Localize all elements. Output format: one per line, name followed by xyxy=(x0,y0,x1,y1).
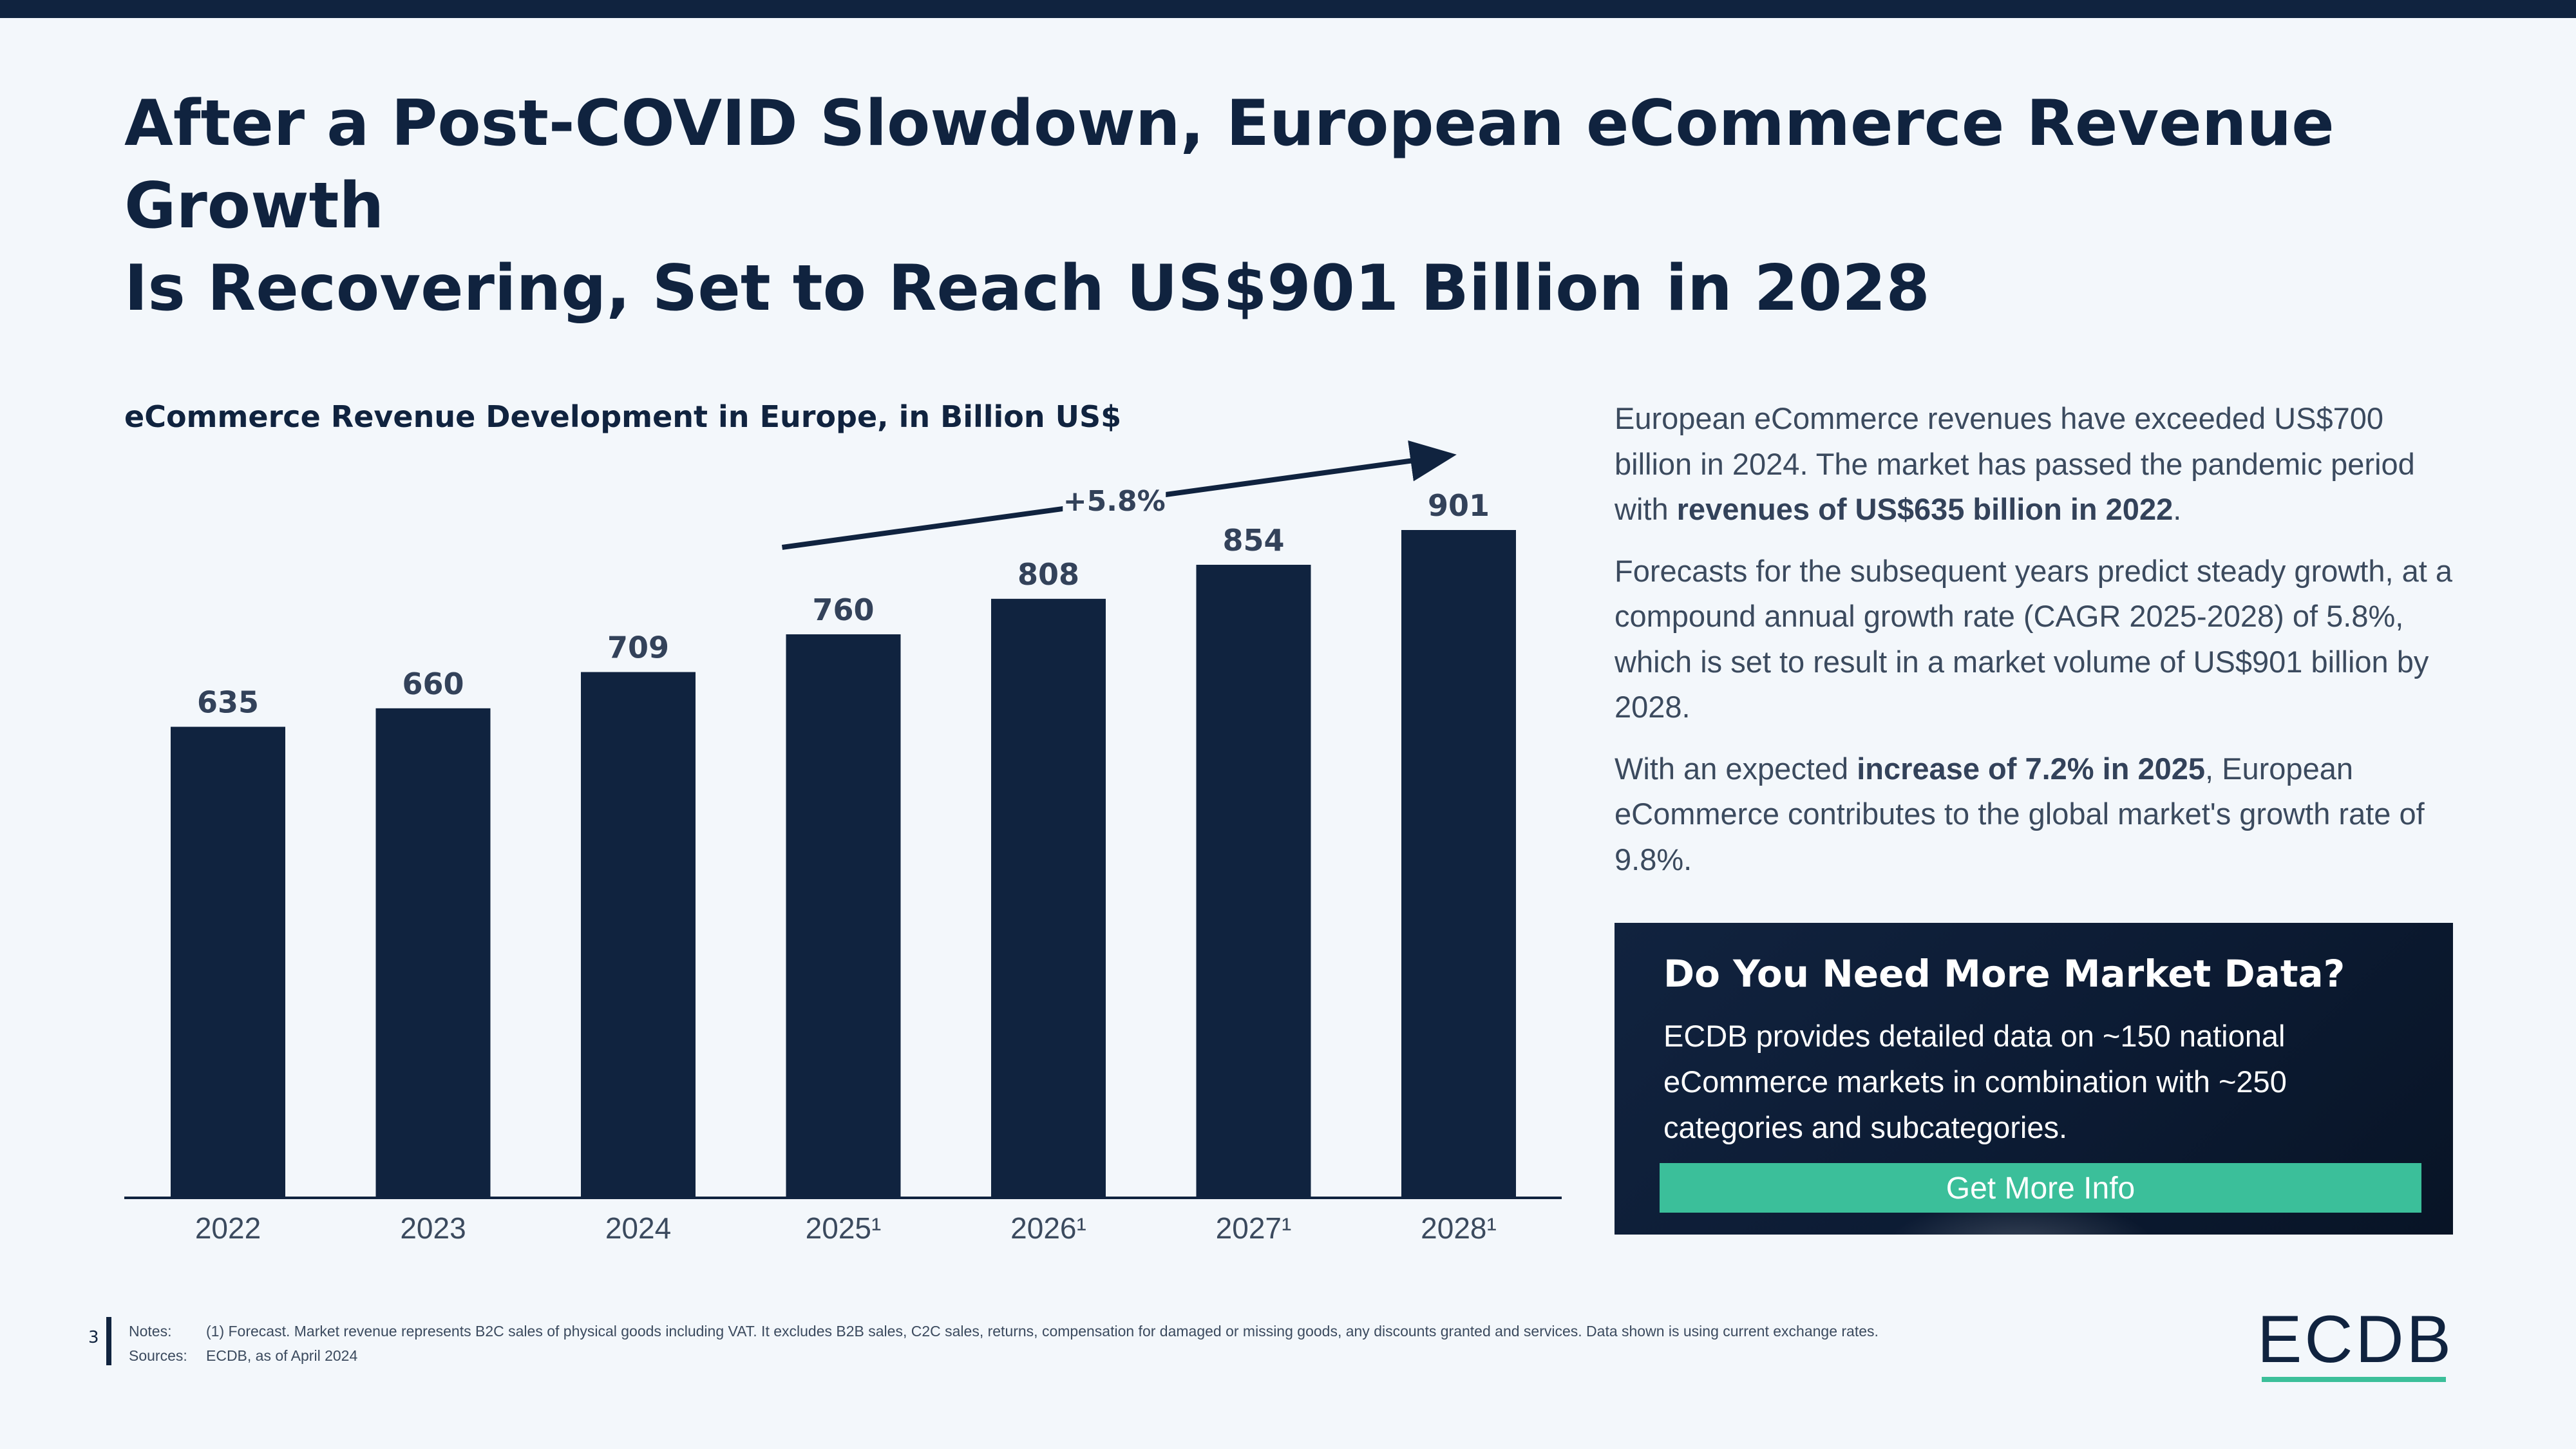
title-line-2: Is Recovering, Set to Reach US$901 Billi… xyxy=(124,252,1930,325)
top-bar xyxy=(0,0,2576,18)
description-paragraph-1: European eCommerce revenues have exceede… xyxy=(1615,401,2415,526)
page-number: 3 xyxy=(88,1328,99,1347)
data-label: 808 xyxy=(1018,557,1079,592)
ecdb-logo: ECDB xyxy=(2257,1302,2454,1377)
x-tick-label: 2027¹ xyxy=(1216,1211,1292,1245)
x-tick-label: 2026¹ xyxy=(1010,1211,1086,1245)
data-label: 760 xyxy=(812,592,874,627)
x-tick-label: 2025¹ xyxy=(806,1211,882,1245)
bar-2027¹ xyxy=(1196,564,1311,1197)
bar-2023 xyxy=(375,708,491,1197)
trend-label: +5.8% xyxy=(1063,485,1166,518)
bar-2022 xyxy=(171,726,285,1197)
notes-line: Notes: (1) Forecast. Market revenue repre… xyxy=(129,1323,1879,1340)
page-title: After a Post-COVID Slowdown, European eC… xyxy=(124,82,2443,330)
data-label: 901 xyxy=(1428,488,1490,523)
cta-text: ECDB provides detailed data on ~150 nati… xyxy=(1663,1019,2287,1144)
market-data-cta-panel: Do You Need More Market Data? ECDB provi… xyxy=(1615,923,2453,1235)
bar-2025¹ xyxy=(786,634,901,1197)
trend-label-background xyxy=(1063,478,1166,517)
data-label: 709 xyxy=(607,630,669,665)
cta-title: Do You Need More Market Data? xyxy=(1663,952,2345,996)
description-paragraph-3: With an expected increase of 7.2% in 202… xyxy=(1615,751,2425,876)
footer-notes: Notes: (1) Forecast. Market revenue repre… xyxy=(129,1319,1879,1368)
title-line-1: After a Post-COVID Slowdown, European eC… xyxy=(124,87,2334,243)
sources-line: Sources: ECDB, as of April 2024 xyxy=(129,1347,358,1364)
x-tick-label: 2022 xyxy=(195,1211,261,1245)
bar-chart: +5.8% 635 2022 660 2023 709 2024 760 2025¹ 808 202… xyxy=(124,440,1562,1245)
data-label: 854 xyxy=(1222,523,1284,558)
x-tick-label: 2024 xyxy=(605,1211,671,1245)
highlight-increase-2025: increase of 7.2% in 2025 xyxy=(1857,751,2206,786)
data-label: 660 xyxy=(402,667,464,701)
data-label: 635 xyxy=(197,685,259,720)
bar-2028¹ xyxy=(1401,530,1516,1197)
logo-underline xyxy=(2262,1377,2446,1382)
get-more-info-button[interactable]: Get More Info xyxy=(1660,1163,2421,1213)
highlight-revenue-2022: revenues of US$635 billion in 2022 xyxy=(1676,492,2174,526)
x-tick-label: 2023 xyxy=(400,1211,466,1245)
footer-divider xyxy=(106,1317,111,1365)
bar-2026¹ xyxy=(991,598,1106,1197)
bar-2024 xyxy=(581,672,696,1197)
x-tick-label: 2028¹ xyxy=(1421,1211,1497,1245)
chart-title: eCommerce Revenue Development in Europe,… xyxy=(124,399,1122,434)
description-paragraph-2: Forecasts for the subsequent years predi… xyxy=(1615,553,2453,724)
description: European eCommerce revenues have exceede… xyxy=(1615,396,2465,898)
